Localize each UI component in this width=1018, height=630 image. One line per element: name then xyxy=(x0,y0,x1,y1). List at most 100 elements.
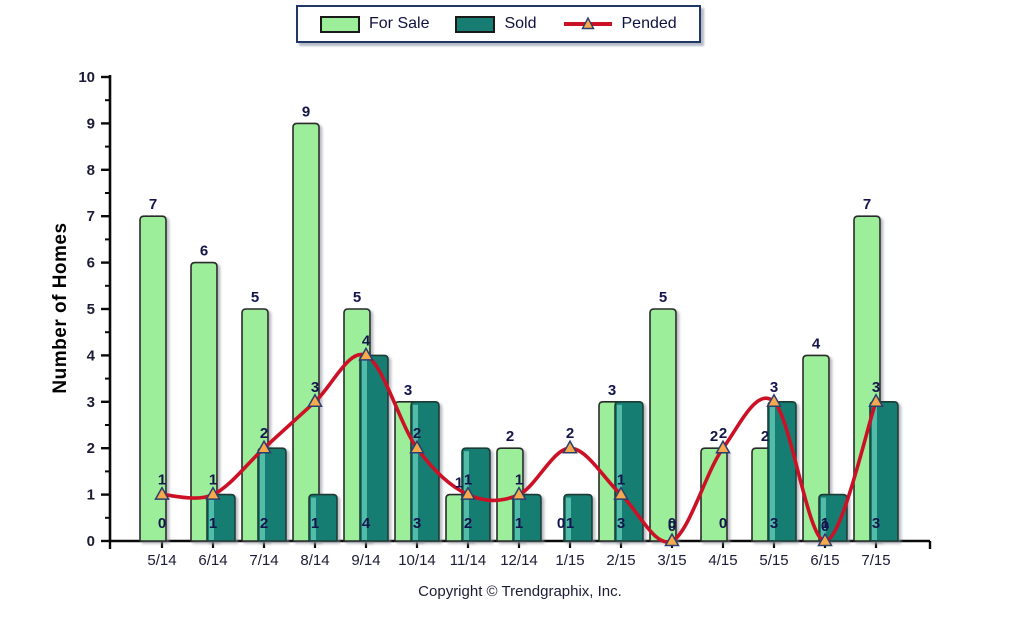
y-tick-label: 4 xyxy=(87,347,96,364)
copyright-text: Copyright © Trendgraphix, Inc. xyxy=(418,583,622,600)
pended-value-label: 2 xyxy=(719,425,727,442)
pended-value-label: 1 xyxy=(209,472,217,489)
legend-item-pended: Pended xyxy=(563,15,677,33)
y-tick-label: 2 xyxy=(87,440,95,457)
pended-marker-icon xyxy=(868,393,884,408)
pended-value-label: 2 xyxy=(566,425,574,442)
y-tick-label: 10 xyxy=(78,69,95,86)
sold-value-label: 4 xyxy=(362,515,371,532)
sold-value-label: 1 xyxy=(566,515,574,532)
x-tick-label: 1/15 xyxy=(555,552,584,569)
y-tick-label: 8 xyxy=(87,162,95,179)
pended-value-label: 1 xyxy=(515,472,523,489)
bar-sold-highlight xyxy=(413,404,418,540)
sold-value-label: 1 xyxy=(821,515,829,532)
y-tick-label: 7 xyxy=(87,208,95,225)
y-tick-label: 5 xyxy=(87,301,95,318)
bar-sold-highlight xyxy=(260,451,265,540)
sold-value-label: 1 xyxy=(515,515,523,532)
x-tick-label: 4/15 xyxy=(708,552,737,569)
pended-marker-icon xyxy=(562,439,578,454)
sold-value-label: 0 xyxy=(668,515,676,532)
y-tick-label: 6 xyxy=(87,255,95,272)
x-tick-label: 12/14 xyxy=(500,552,538,569)
for-sale-value-label: 3 xyxy=(404,382,412,399)
pended-marker-icon xyxy=(664,532,680,547)
for-sale-value-label: 7 xyxy=(863,196,871,213)
x-tick-label: 8/14 xyxy=(300,552,329,569)
x-tick-label: 10/14 xyxy=(398,552,436,569)
x-tick-label: 6/15 xyxy=(810,552,839,569)
x-tick-label: 7/15 xyxy=(861,552,890,569)
pended-marker-icon xyxy=(205,486,221,500)
pended-value-label: 3 xyxy=(872,379,880,396)
pended-value-label: 4 xyxy=(362,332,371,349)
bar-sold-highlight xyxy=(821,497,826,540)
y-tick-label: 1 xyxy=(87,487,95,504)
bar-for-sale xyxy=(139,215,167,542)
pended-legend-marker-icon xyxy=(580,16,595,30)
y-tick-label: 3 xyxy=(87,394,95,411)
for-sale-value-label: 5 xyxy=(353,289,361,306)
for-sale-swatch-icon xyxy=(320,15,360,33)
for-sale-value-label: 5 xyxy=(659,289,667,306)
pended-value-label: 1 xyxy=(617,472,625,489)
sold-value-label: 0 xyxy=(719,515,727,532)
for-sale-value-label: 4 xyxy=(812,335,821,352)
x-tick-label: 7/14 xyxy=(249,552,278,569)
pended-line xyxy=(160,352,878,544)
x-tick-label: 6/14 xyxy=(198,552,227,569)
pended-marker-icon xyxy=(256,439,272,454)
bar-sold-highlight xyxy=(770,404,775,540)
bar-sold-highlight xyxy=(617,404,622,540)
for-sale-value-label: 0 xyxy=(557,515,565,532)
sold-value-label: 3 xyxy=(617,515,625,532)
x-tick-label: 5/14 xyxy=(147,552,176,569)
sold-value-label: 1 xyxy=(311,515,319,532)
x-tick-label: 3/15 xyxy=(657,552,686,569)
pended-line-marker-icon xyxy=(563,16,612,30)
pended-marker-icon xyxy=(715,439,731,454)
for-sale-value-label: 6 xyxy=(200,243,208,260)
sold-value-label: 2 xyxy=(464,515,472,532)
pended-marker-icon xyxy=(766,393,782,408)
sold-value-label: 3 xyxy=(770,515,778,532)
for-sale-value-label: 9 xyxy=(302,103,310,120)
pended-value-label: 2 xyxy=(413,425,421,442)
sold-value-label: 2 xyxy=(260,515,268,532)
pended-value-label: 3 xyxy=(770,379,778,396)
bar-sold-highlight xyxy=(515,497,520,540)
pended-value-label: 3 xyxy=(311,379,319,396)
pended-markers xyxy=(154,346,884,547)
bar-sold-highlight xyxy=(362,358,367,540)
bar-for-sale xyxy=(190,261,218,542)
legend: For Sale Sold Pended xyxy=(296,5,701,43)
pended-marker-icon xyxy=(817,532,833,547)
bar-for-sale xyxy=(292,122,320,542)
sold-value-label: 3 xyxy=(872,515,880,532)
sold-value-label: 0 xyxy=(158,515,166,532)
legend-label-sold: Sold xyxy=(504,15,537,32)
pended-marker-icon xyxy=(460,486,476,500)
for-sale-value-label: 5 xyxy=(251,289,259,306)
pended-value-label: 0 xyxy=(668,518,676,535)
legend-label-pended: Pended xyxy=(621,15,677,32)
y-tick-label: 9 xyxy=(87,115,95,132)
x-tick-label: 5/15 xyxy=(759,552,788,569)
bar-sold-highlight xyxy=(566,497,571,540)
for-sale-value-label: 3 xyxy=(608,382,616,399)
pended-value-label: 1 xyxy=(464,472,472,489)
for-sale-value-label: 2 xyxy=(710,428,718,445)
x-tick-label: 11/14 xyxy=(450,552,486,569)
pended-marker-icon xyxy=(511,486,527,500)
pended-marker-icon xyxy=(307,393,323,408)
pended-marker-icon xyxy=(358,346,374,361)
pended-marker-icon xyxy=(613,486,629,500)
bar-for-sale xyxy=(649,308,677,542)
bar-sold-highlight xyxy=(872,404,877,540)
for-sale-value-label: 2 xyxy=(761,428,769,445)
bar-sold-highlight xyxy=(209,497,214,540)
legend-label-for-sale: For Sale xyxy=(369,15,430,32)
